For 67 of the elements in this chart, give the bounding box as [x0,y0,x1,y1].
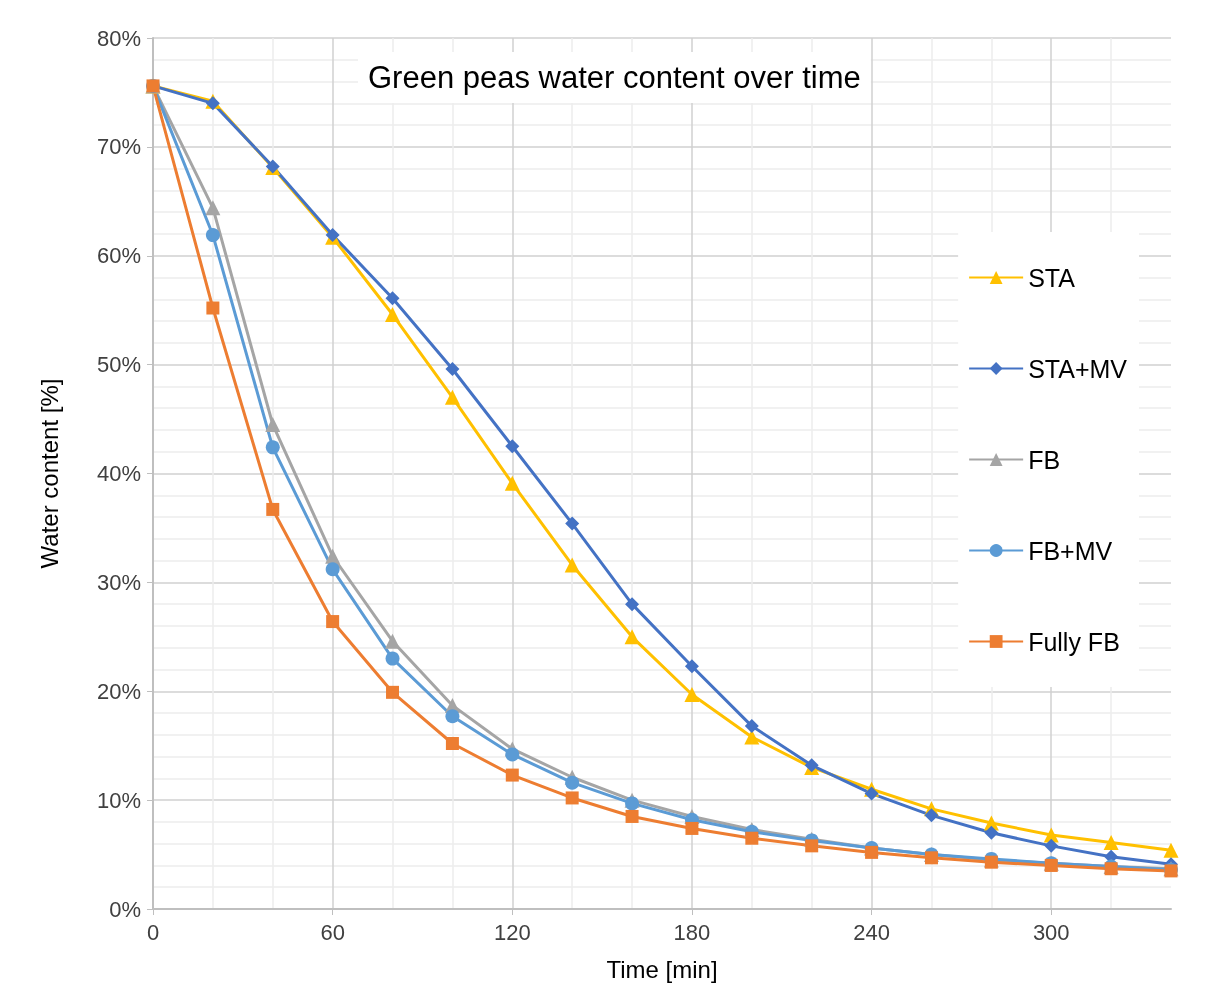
legend-label: STA+MV [1028,354,1128,383]
y-tick-label: 10% [96,787,141,813]
point [1163,842,1179,858]
point [205,200,221,216]
point [684,659,699,674]
legend-label: FB [1028,445,1061,474]
point [385,633,401,649]
point [325,562,340,577]
point [684,687,700,703]
point [745,831,759,845]
point [505,439,520,454]
point [445,361,460,376]
point [564,557,580,573]
point [445,737,459,751]
point [325,548,341,564]
point [565,775,580,790]
point [505,768,519,782]
y-tick-label: 80% [96,25,141,51]
point [924,808,939,823]
point [265,417,281,433]
point [744,719,759,734]
legend-label: STA [1028,263,1076,292]
point [864,786,879,801]
point [504,475,520,491]
point [385,307,401,323]
point [924,851,938,865]
point [624,629,640,645]
point [625,597,640,612]
x-tick-label: 120 [493,919,531,945]
point [266,502,280,516]
point [625,796,640,811]
y-tick-label: 70% [96,134,141,160]
point [265,440,280,455]
point [505,747,520,762]
y-tick-label: 0% [109,896,141,922]
point [386,685,400,699]
point [444,389,460,405]
point [1103,835,1119,851]
y-axis-title: Water content [%] [35,378,63,569]
point [1044,838,1059,853]
y-tick-label: 50% [96,352,141,378]
point [865,845,879,859]
point [805,839,819,853]
y-tick-label: 20% [96,678,141,704]
legend-label: FB+MV [1028,536,1113,565]
x-tick-label: 180 [673,919,711,945]
point [206,301,220,315]
point [445,709,460,724]
y-tick-label: 40% [96,461,141,486]
x-tick-label: 300 [1032,919,1070,945]
point [625,809,639,823]
point [685,821,699,835]
point [326,615,340,629]
point [205,228,220,243]
y-tick-label: 60% [96,243,141,269]
legend-label: Fully FB [1028,627,1120,656]
x-tick-label: 60 [320,919,345,945]
point [565,516,580,531]
point [565,791,579,805]
text: Green peas water content over time [368,60,861,95]
point [385,291,400,306]
x-axis-title: Time [min] [606,955,718,983]
y-tick-label: 30% [96,569,141,595]
point [984,825,999,840]
x-tick-label: 240 [853,919,890,945]
x-tick-label: 0 [146,919,160,945]
point [385,651,400,666]
